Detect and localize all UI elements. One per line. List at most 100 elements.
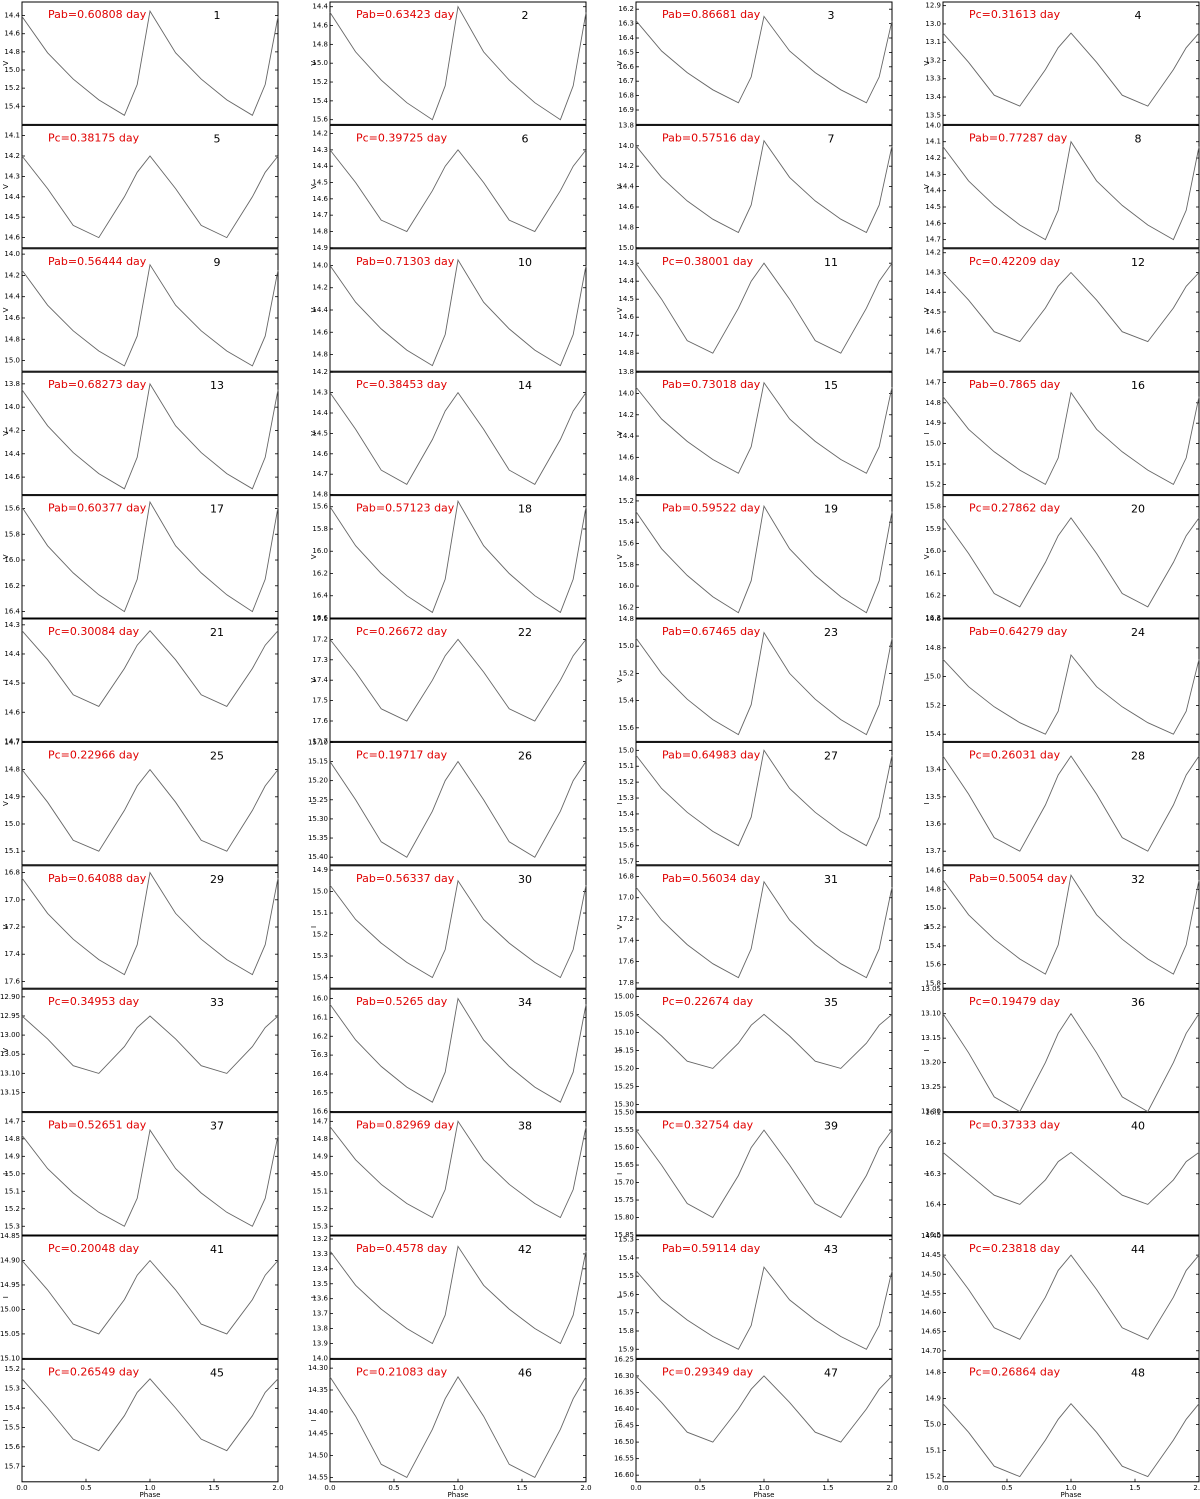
y-tick-label: 14.6 (618, 313, 634, 321)
panel-number: 1 (214, 9, 221, 22)
x-tick-label: 2.0 (1193, 1484, 1200, 1492)
y-tick-label: 15.6 (618, 724, 634, 732)
y-tick-label: 16.35 (614, 1388, 634, 1396)
period-label: Pab=0.73018 day (662, 378, 761, 391)
plot-frame (635, 1, 893, 125)
period-label: Pc=0.21083 day (356, 1365, 448, 1378)
period-label: Pc=0.39725 day (356, 131, 448, 144)
y-tick-label: 14.2 (925, 249, 941, 257)
y-tick-label: 15.8 (618, 561, 634, 569)
period-label: Pab=0.56337 day (356, 872, 455, 885)
y-tick-label: 15.00 (614, 992, 634, 1000)
model-curve (635, 139, 893, 234)
y-tick-label: 15.6 (618, 842, 634, 850)
y-tick-label: 13.3 (925, 75, 941, 83)
panel-number: 25 (210, 749, 224, 762)
y-tick-label: 14.30 (308, 1364, 328, 1372)
plot-frame (942, 495, 1200, 619)
plot-frame (21, 1, 279, 125)
y-tick-label: 13.6 (925, 820, 941, 828)
y-axis-label: V (616, 678, 624, 683)
y-tick-label: 15.6 (618, 1290, 634, 1298)
y-tick-label: 15.3 (312, 952, 328, 960)
y-tick-label: 15.40 (308, 853, 328, 861)
panel-number: 43 (824, 1243, 838, 1256)
y-tick-label: 14.5 (312, 179, 328, 187)
y-tick-label: 14.90 (0, 1256, 20, 1264)
plot-frame (21, 495, 279, 619)
y-tick-label: 13.15 (921, 1034, 941, 1042)
y-tick-label: 15.2 (618, 497, 634, 505)
y-tick-label: 15.0 (618, 244, 634, 252)
y-tick-label: 15.5 (618, 1272, 634, 1280)
y-tick-label: 14.8 (618, 615, 634, 623)
y-tick-label: 13.20 (921, 1059, 941, 1067)
y-axis-label: V (923, 554, 931, 559)
y-tick-label: 13.0 (925, 20, 941, 28)
y-tick-label: 14.9 (312, 866, 328, 874)
y-tick-label: 15.5 (618, 826, 634, 834)
panel-number: 24 (1131, 626, 1145, 639)
panel-number: 26 (518, 749, 532, 762)
y-axis-label: V (2, 184, 10, 189)
y-tick-label: 16.5 (312, 1089, 328, 1097)
model-curve (21, 1015, 279, 1074)
y-tick-label: 14.35 (308, 1386, 328, 1394)
y-tick-label: 15.8 (618, 1327, 634, 1335)
panel-number: 31 (824, 873, 838, 886)
x-tick-label: 1.5 (1129, 1484, 1140, 1492)
y-tick-label: 14.55 (921, 1289, 941, 1297)
y-tick-label: 14.4 (4, 450, 20, 458)
y-tick-label: 15.6 (4, 504, 20, 512)
x-axis-label: Phase (448, 1491, 469, 1499)
model-curve (942, 874, 1200, 975)
y-tick-label: 16.9 (618, 106, 634, 114)
x-tick-label: 2.0 (580, 1484, 591, 1492)
y-tick-label: 14.7 (4, 1117, 20, 1125)
y-tick-label: 15.2 (4, 1365, 20, 1373)
y-axis-label: V (616, 61, 624, 66)
model-curve (21, 263, 279, 367)
y-tick-label: 16.4 (4, 608, 20, 616)
model-curve (21, 768, 279, 852)
model-curve (21, 1259, 279, 1335)
y-axis-label: V (616, 554, 624, 559)
y-tick-label: 15.0 (925, 904, 941, 912)
y-tick-label: 15.8 (4, 530, 20, 538)
y-tick-label: 15.20 (614, 1064, 634, 1072)
y-tick-label: 15.0 (618, 642, 634, 650)
y-tick-label: 14.6 (312, 22, 328, 30)
y-tick-label: 15.2 (312, 1205, 328, 1213)
y-tick-label: 16.50 (614, 1438, 634, 1446)
y-tick-label: 14.4 (4, 193, 20, 201)
y-tick-label: 13.4 (312, 1265, 328, 1273)
model-curve (942, 1151, 1200, 1205)
period-label: Pab=0.5265 day (356, 995, 448, 1008)
y-tick-label: 13.05 (921, 985, 941, 993)
y-tick-label: 15.55 (614, 1126, 634, 1134)
plot-frame (635, 1112, 893, 1236)
panel-number: 4 (1135, 9, 1142, 22)
y-tick-label: 13.8 (4, 380, 20, 388)
plot-frame (329, 124, 587, 249)
y-axis-label: V (2, 924, 10, 929)
y-axis-label: I (310, 1049, 318, 1051)
y-tick-label: 14.8 (925, 399, 941, 407)
y-tick-label: 13.9 (312, 1339, 328, 1347)
y-tick-label: 17.1 (312, 615, 328, 623)
panel-number: 38 (518, 1120, 532, 1133)
y-tick-label: 15.85 (614, 1231, 634, 1239)
plot-frame (635, 248, 893, 372)
y-axis-label: I (616, 1296, 624, 1298)
y-tick-label: 14.40 (308, 1408, 328, 1416)
y-tick-label: 14.0 (925, 121, 941, 129)
y-tick-label: 17.0 (618, 894, 634, 902)
y-axis-label: I (310, 1173, 318, 1175)
y-axis-label: V (616, 431, 624, 436)
period-label: Pc=0.26672 day (356, 625, 448, 638)
y-axis-label: I (2, 1173, 10, 1175)
period-label: Pab=0.64088 day (48, 872, 147, 885)
panel-number: 48 (1131, 1366, 1145, 1379)
y-tick-label: 14.2 (925, 154, 941, 162)
y-tick-label: 16.55 (614, 1455, 634, 1463)
